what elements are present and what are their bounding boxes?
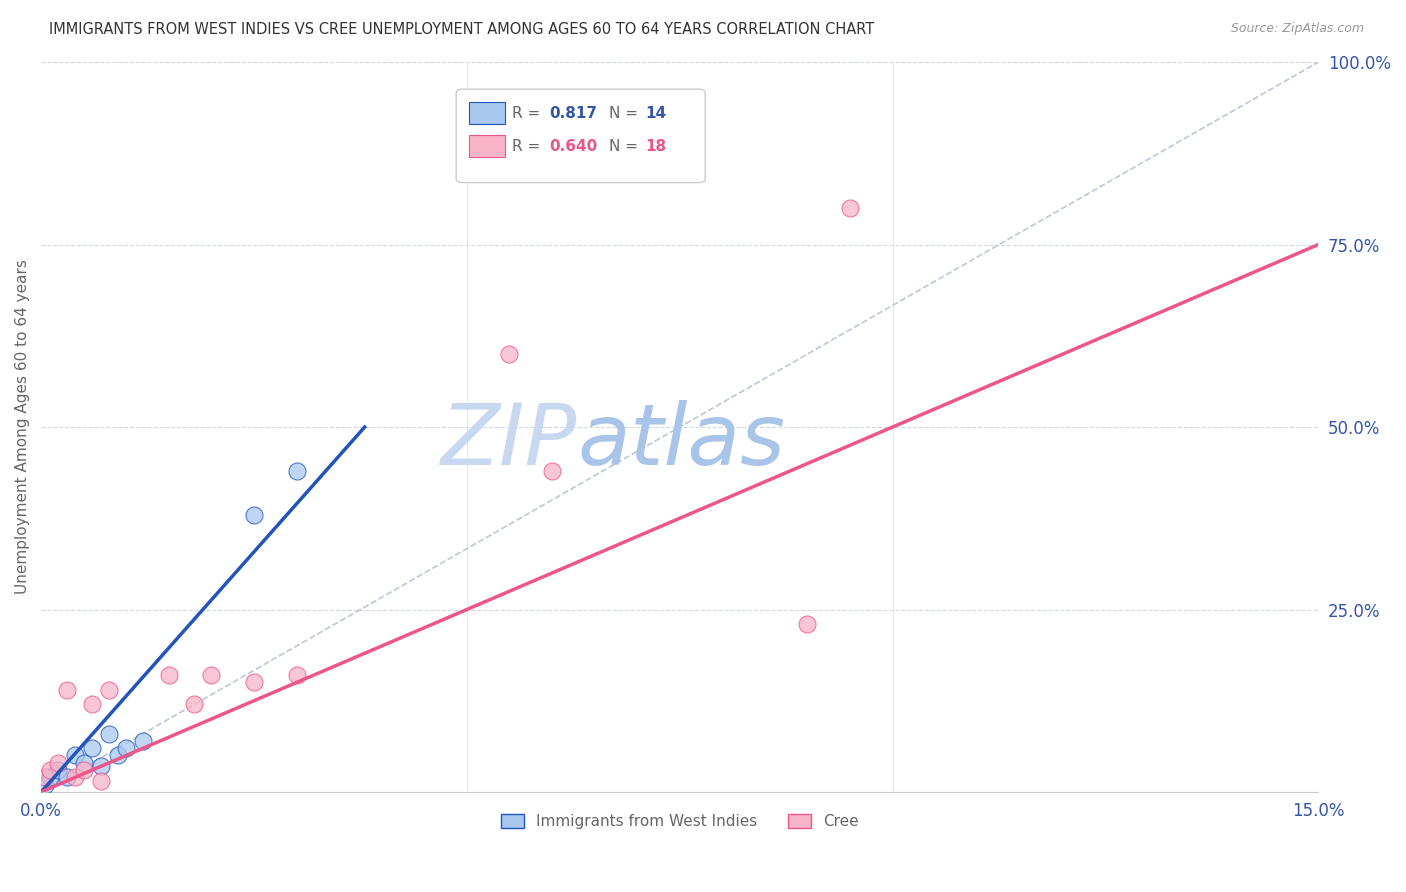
Point [541, 464, 564, 478]
Point [98, 726, 121, 740]
Point [285, 668, 308, 682]
Text: N =: N = [609, 106, 644, 120]
Point [90, 774, 112, 789]
Bar [470, 103, 505, 124]
Y-axis label: Unemployment Among Ages 60 to 64 years: Unemployment Among Ages 60 to 64 years [15, 260, 30, 594]
Text: 18: 18 [645, 138, 666, 153]
Text: 14: 14 [645, 106, 666, 120]
Point [34, 778, 56, 792]
Point [82, 741, 104, 756]
Point [55, 682, 77, 697]
Point [107, 748, 129, 763]
Point [38, 770, 60, 784]
Point [132, 734, 155, 748]
Point [55, 770, 77, 784]
Point [90, 759, 112, 773]
Text: R =: R = [512, 106, 546, 120]
Text: atlas: atlas [578, 401, 786, 483]
Point [243, 508, 266, 522]
Point [46, 756, 69, 770]
Point [183, 698, 205, 712]
Point [98, 682, 121, 697]
Text: 0.817: 0.817 [550, 106, 598, 120]
Point [498, 347, 520, 361]
Point [839, 201, 862, 215]
Text: N =: N = [609, 138, 644, 153]
Point [82, 698, 104, 712]
Point [243, 675, 266, 690]
Point [46, 763, 69, 777]
Text: R =: R = [512, 138, 546, 153]
Point [73, 763, 96, 777]
Point [285, 464, 308, 478]
Point [200, 668, 222, 682]
Point [34, 770, 56, 784]
Point [38, 763, 60, 777]
Text: 0.640: 0.640 [550, 138, 598, 153]
FancyBboxPatch shape [456, 89, 706, 183]
Legend: Immigrants from West Indies, Cree: Immigrants from West Indies, Cree [495, 808, 865, 836]
Point [73, 756, 96, 770]
Point [63, 770, 86, 784]
Text: ZIP: ZIP [441, 401, 578, 483]
Bar [470, 135, 505, 157]
Point [796, 617, 818, 632]
Point [157, 668, 180, 682]
Point [63, 748, 86, 763]
Point [115, 741, 138, 756]
Text: IMMIGRANTS FROM WEST INDIES VS CREE UNEMPLOYMENT AMONG AGES 60 TO 64 YEARS CORRE: IMMIGRANTS FROM WEST INDIES VS CREE UNEM… [49, 22, 875, 37]
Text: Source: ZipAtlas.com: Source: ZipAtlas.com [1230, 22, 1364, 36]
